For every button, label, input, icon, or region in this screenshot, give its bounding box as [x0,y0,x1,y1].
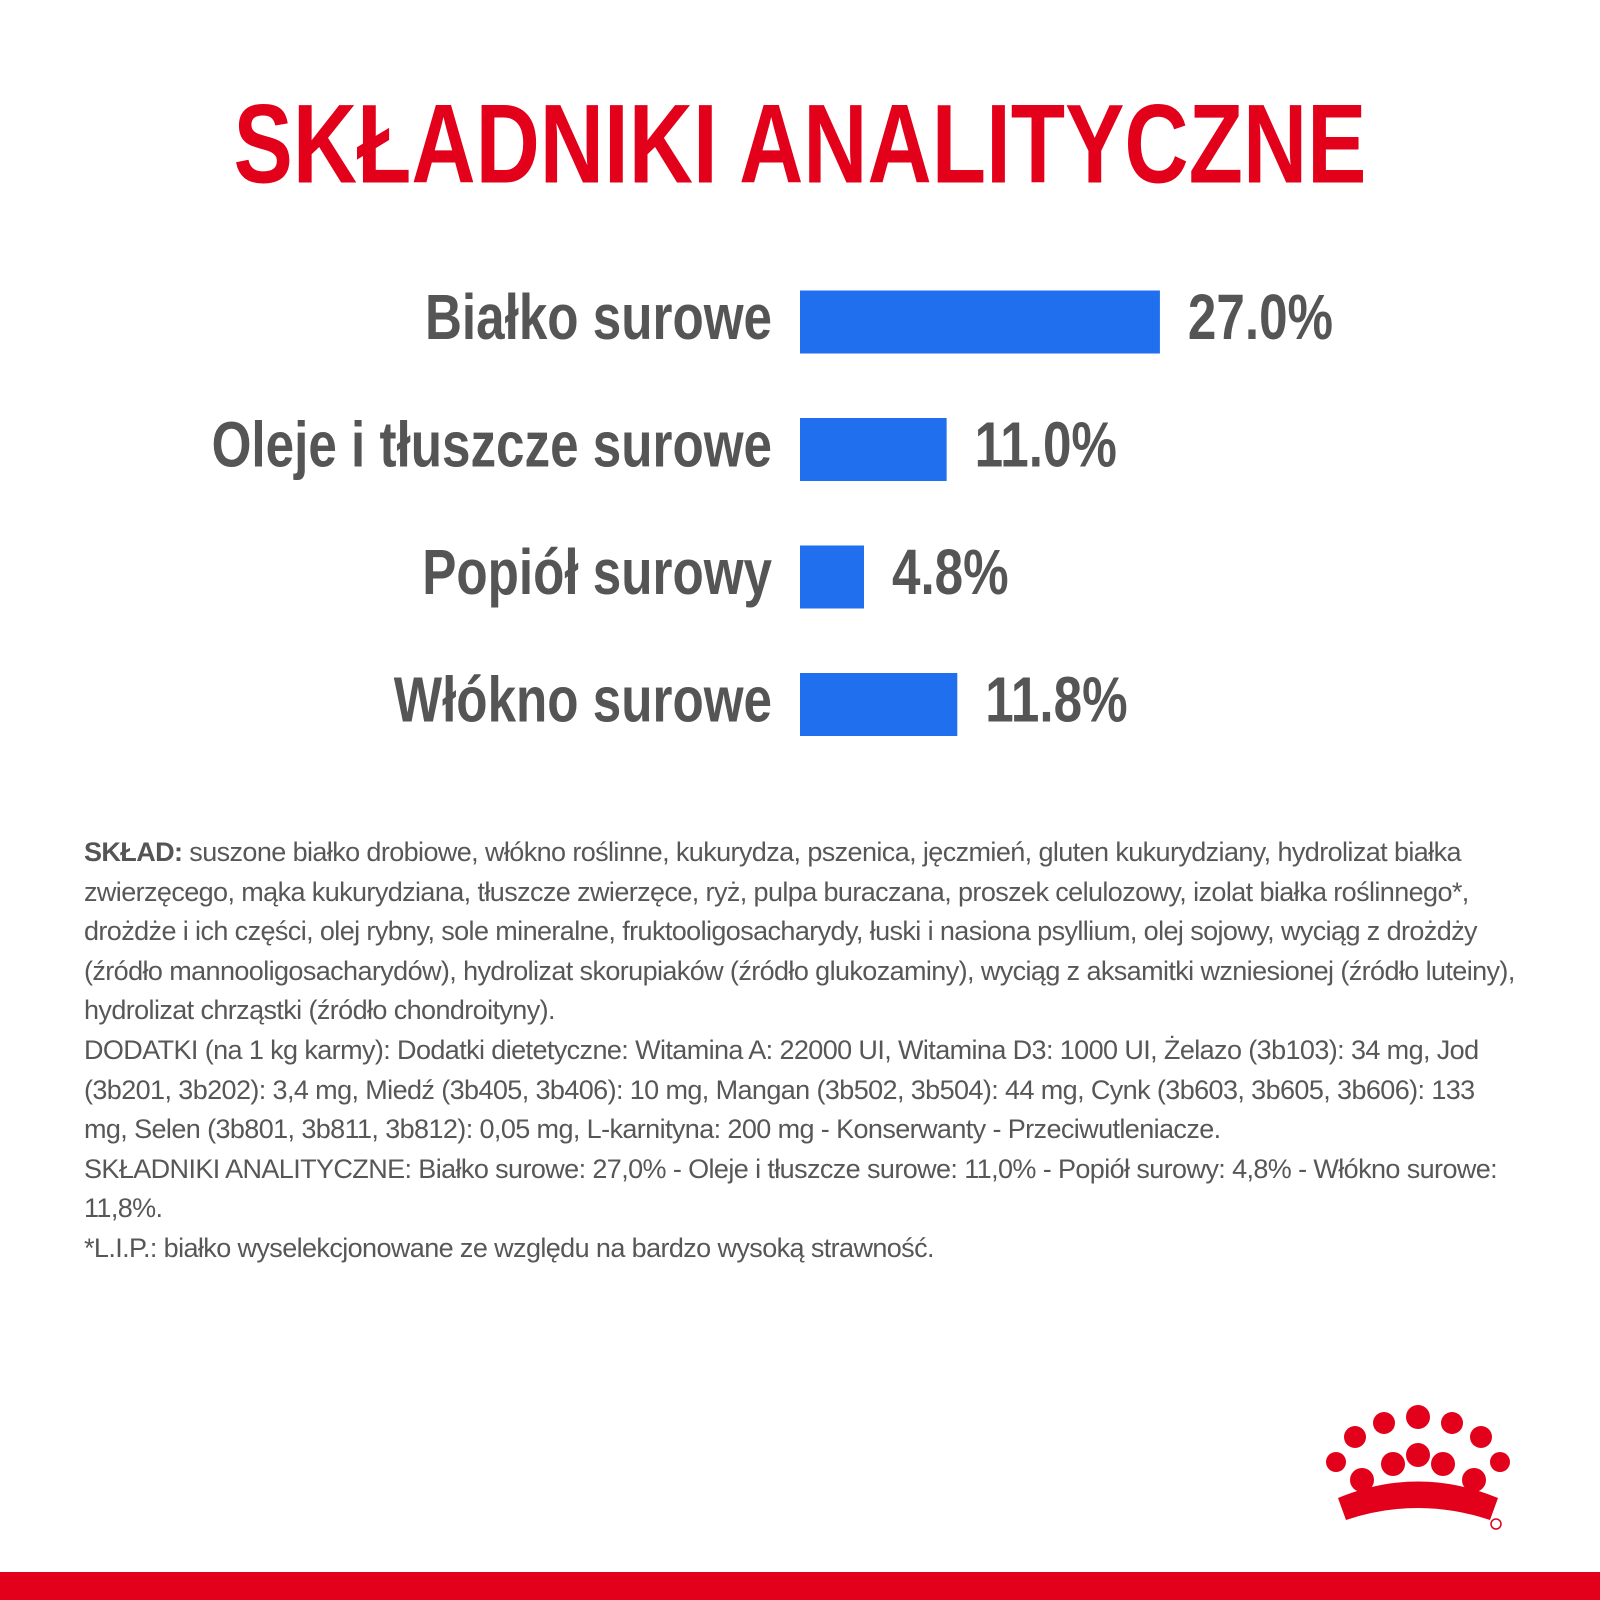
additives: DODATKI (na 1 kg karmy): Dodatki dietety… [84,1034,1479,1145]
category-label: Białko surowe [425,283,772,354]
value-label: 11.0% [975,410,1117,481]
bar [800,290,1160,354]
category-label: Oleje i tłuszcze surowe [212,410,772,481]
bottom-band [0,1572,1600,1600]
composition-text: suszone białko drobiowe, włókno roślinne… [84,837,1515,1026]
value-label: 27.0% [1188,283,1333,354]
analytical: SKŁADNIKI ANALITYCZNE: Białko surowe: 27… [84,1153,1498,1224]
bar [800,418,947,481]
value-label: 11.8% [985,665,1127,736]
bar [800,545,864,609]
chart-title: SKŁADNIKI ANALITYCZNE [234,82,1367,207]
composition: SKŁAD: suszone białko drobiowe, włókno r… [84,833,1524,1031]
value-label: 4.8% [892,538,1009,609]
category-label: Popiół surowy [422,538,772,609]
footnote: *L.I.P.: białko wyselekcjonowane ze wzgl… [84,1232,934,1263]
bar [800,673,958,736]
category-label: Włókno surowe [394,665,772,736]
composition-label: SKŁAD: [84,837,183,867]
ingredients-text: SKŁAD: suszone białko drobiowe, włókno r… [84,833,1524,1269]
logo [1326,1405,1510,1530]
